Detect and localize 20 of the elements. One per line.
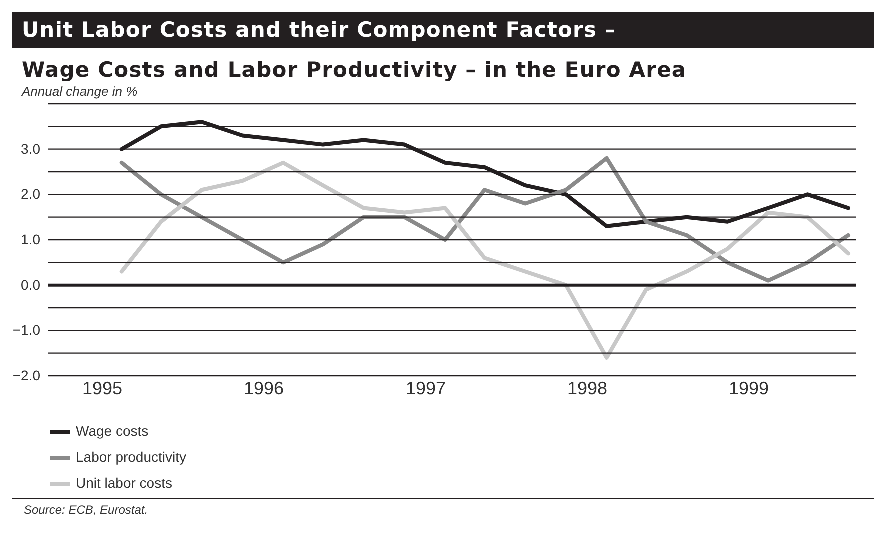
legend-label: Wage costs bbox=[76, 423, 149, 439]
chart-title: Unit Labor Costs and their Component Factors – bbox=[12, 12, 874, 48]
legend-label: Labor productivity bbox=[76, 449, 187, 465]
y-tick-label: 2.0 bbox=[21, 186, 41, 202]
x-tick-label: 1997 bbox=[406, 378, 446, 398]
x-tick-label: 1995 bbox=[82, 378, 123, 398]
source-note: Source: ECB, Eurostat. bbox=[12, 498, 874, 517]
y-tick-label: 0.0 bbox=[21, 276, 41, 293]
y-tick-label: −1.0 bbox=[12, 322, 41, 338]
y-tick-label: 1.0 bbox=[21, 232, 41, 248]
y-axis-title: Annual change in % bbox=[22, 84, 139, 99]
legend-label: Unit labor costs bbox=[76, 475, 172, 491]
line-series bbox=[120, 160, 850, 360]
x-tick-label: 1998 bbox=[567, 378, 608, 398]
chart-subtitle: Wage Costs and Labor Productivity – in the Euro Area bbox=[22, 58, 688, 82]
line-series bbox=[120, 156, 850, 283]
x-tick-label: 1996 bbox=[244, 378, 284, 398]
x-tick-label: 1999 bbox=[728, 378, 769, 398]
y-tick-label: −2.0 bbox=[12, 368, 41, 384]
y-tick-label: 3.0 bbox=[21, 140, 41, 157]
